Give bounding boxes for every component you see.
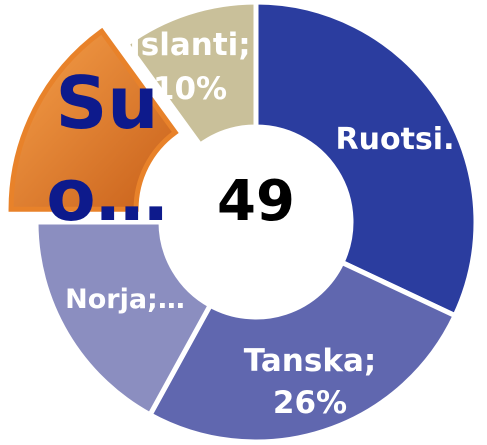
- labels: Ruotsi. Tanska; 26% Norja;… Su o…Islanti; 10%: [46, 27, 454, 421]
- data-label: Ruotsi.: [336, 122, 455, 157]
- data-label: Tanska; 26%: [244, 343, 377, 421]
- data-label: Su o…: [46, 61, 167, 237]
- data-label: Islanti; 10%: [129, 27, 250, 107]
- slices: [8, 0, 479, 445]
- slice: [33, 219, 214, 419]
- slice: [253, 0, 479, 319]
- slice: [146, 259, 459, 445]
- center-label: 49: [217, 169, 295, 234]
- slice: [8, 27, 179, 212]
- data-label: Norja;…: [65, 284, 185, 315]
- slice: [123, 0, 259, 149]
